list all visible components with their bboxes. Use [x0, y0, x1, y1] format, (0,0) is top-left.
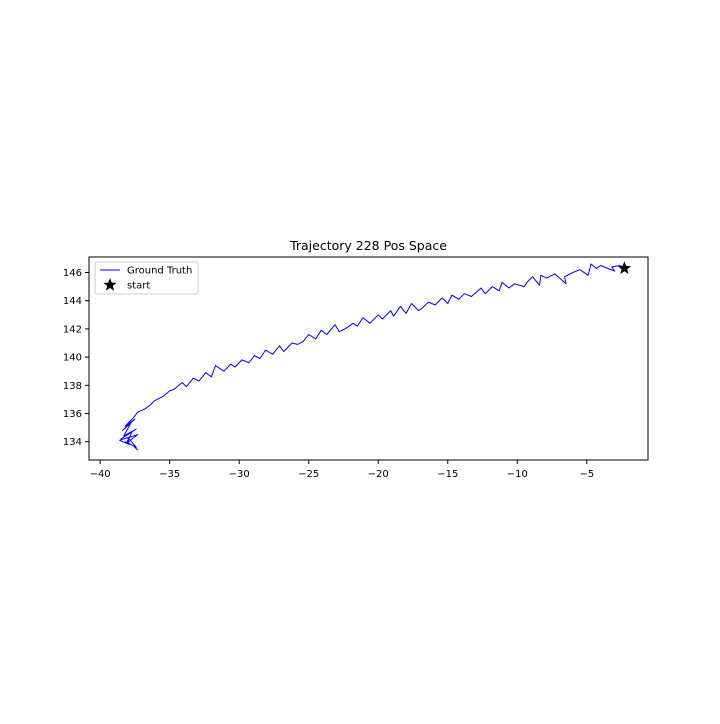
legend-label-ground-truth: Ground Truth	[127, 266, 192, 277]
legend-box	[94, 261, 199, 295]
legend: Ground Truth start	[94, 261, 199, 295]
x-tick-label: −15	[437, 469, 458, 480]
legend-star-icon	[103, 278, 117, 291]
plot-area	[119, 261, 632, 451]
x-tick-label: −20	[368, 469, 389, 480]
legend-label-start: start	[127, 281, 150, 292]
y-tick-label: 140	[63, 353, 82, 364]
y-tick-label: 138	[63, 381, 82, 392]
axes-frame	[88, 256, 649, 461]
start-marker	[617, 261, 632, 274]
axes: −40 −35 −30 −25 −20 −15 −10 −5 134 136 138 140 142 14…	[63, 256, 649, 480]
y-tick-label: 136	[63, 409, 82, 420]
x-tick-label: −30	[229, 469, 250, 480]
chart-title: Trajectory 228 Pos Space	[289, 238, 447, 253]
x-tick-label: −25	[298, 469, 319, 480]
y-tick-label: 146	[63, 268, 82, 279]
x-tick-label: −35	[159, 469, 180, 480]
x-tick-label: −5	[579, 469, 594, 480]
x-tick-label: −40	[90, 469, 111, 480]
x-tick-label: −10	[507, 469, 528, 480]
y-tick-label: 142	[63, 324, 82, 335]
y-tick-label: 144	[63, 296, 82, 307]
series-line-0	[119, 263, 625, 451]
y-tick-label: 134	[63, 437, 82, 448]
